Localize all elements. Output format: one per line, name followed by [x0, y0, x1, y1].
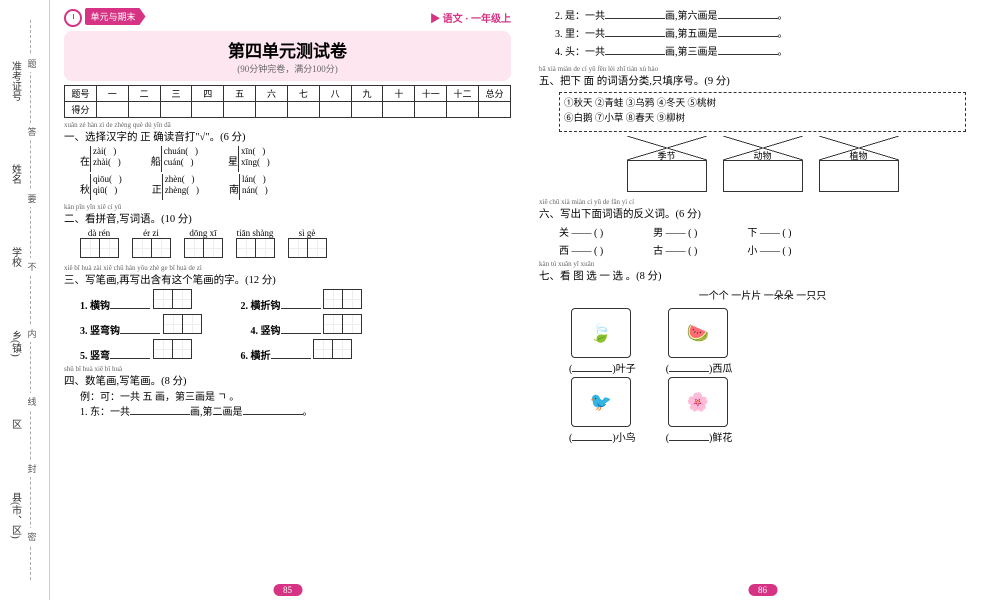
- dl-5: 线: [26, 393, 38, 410]
- score-table: 题号一二三四五六七八九十十一十二总分 得分: [64, 85, 511, 118]
- q7-img-3: 🌸: [668, 377, 728, 427]
- sb-1: 姓名: [8, 164, 23, 184]
- sb-5: 县(市、区): [8, 492, 23, 539]
- q4-example: 例：可：一共 五 画，第三画是 ㄱ 。: [80, 388, 511, 403]
- q2-ruby: kàn pīn yīn xiě cí yǔ: [64, 204, 511, 211]
- q7-img-1: 🍉: [668, 308, 728, 358]
- sb-4: 区: [8, 419, 23, 429]
- sb-2: 学校: [8, 247, 23, 267]
- q7-img-0: 🍃: [571, 308, 631, 358]
- page-num-right: 86: [748, 585, 777, 596]
- q2: kàn pīn yīn xiě cí yǔ 二、看拼音,写词语。(10 分) d…: [64, 204, 511, 261]
- page-right: 2. 是：一共画,第六画是。 3. 里：一共画,第五画是。 4. 头：一共画,第…: [525, 0, 1000, 600]
- dl-7: 密: [26, 528, 38, 545]
- q7-opts: 一个个 一片片 一朵朵 一只只: [539, 287, 986, 302]
- unit-tag: 单元与期末: [85, 8, 146, 25]
- q5: bǎ xià miàn de cí yǔ fēn lèi zhǐ tián xù…: [539, 66, 986, 195]
- q3-ruby: xiě bǐ huà zài xiě chū hán yǒu zhè ge bǐ…: [64, 265, 511, 272]
- sb-0: 准考证号: [8, 61, 23, 101]
- page-left: 单元与期末 语文 · 一年级上 第四单元测试卷 (90分钟完卷，满分100分) …: [50, 0, 525, 600]
- q3-title: 三、写笔画,再写出含有这个笔画的字。(12 分): [64, 272, 511, 287]
- q5-ruby: bǎ xià miàn de cí yǔ fēn lèi zhǐ tián xù…: [539, 66, 986, 73]
- q1: xuǎn zé hàn zì de zhèng què dú yīn dǎ 一、…: [64, 122, 511, 200]
- q4-title: 四、数笔画,写笔画。(8 分): [64, 373, 511, 388]
- q4: shǔ bǐ huà xiě bǐ huà 四、数笔画,写笔画。(8 分) 例：…: [64, 366, 511, 418]
- page-num-left: 85: [273, 585, 302, 596]
- q7: kàn tú xuǎn yī xuǎn 七、看 图 选 一 选 。(8 分) 一…: [539, 261, 986, 444]
- q7-title: 七、看 图 选 一 选 。(8 分): [539, 268, 986, 283]
- score-row-label: 得分: [65, 101, 97, 117]
- paper-subtitle: (90分钟完卷，满分100分): [70, 62, 505, 75]
- dl-3: 不: [26, 258, 38, 275]
- q2-title: 二、看拼音,写词语。(10 分): [64, 211, 511, 226]
- sb-3: 乡(镇): [8, 330, 23, 357]
- subject: 语文 · 一年级上: [430, 10, 511, 25]
- paper-title: 第四单元测试卷: [70, 37, 505, 62]
- q4-ruby: shǔ bǐ huà xiě bǐ huà: [64, 366, 511, 373]
- dl-2: 要: [26, 190, 38, 207]
- dl-0: 题: [26, 55, 38, 72]
- clock-icon: [64, 9, 82, 27]
- dl-4: 内: [26, 325, 38, 342]
- q7-img-2: 🐦: [571, 377, 631, 427]
- q5-wordbox: ①秋天 ②青蛙 ③乌鸦 ④冬天 ⑤桃树 ⑥白鹅 ⑦小草 ⑧春天 ⑨柳树: [559, 92, 966, 132]
- q6-ruby: xiě chū xià miàn cí yǔ de fǎn yì cí: [539, 199, 986, 206]
- q1-title: 一、选择汉字的 正 确读音打"√"。(6 分): [64, 129, 511, 144]
- title-box: 第四单元测试卷 (90分钟完卷，满分100分): [64, 31, 511, 81]
- dl-1: 答: [26, 123, 38, 140]
- q7-ruby: kàn tú xuǎn yī xuǎn: [539, 261, 986, 268]
- q3: xiě bǐ huà zài xiě chū hán yǒu zhè ge bǐ…: [64, 265, 511, 362]
- q6: xiě chū xià miàn cí yǔ de fǎn yì cí 六、写出…: [539, 199, 986, 257]
- q1-ruby: xuǎn zé hàn zì de zhèng què dú yīn dǎ: [64, 122, 511, 129]
- q5-title: 五、把下 面 的词语分类,只填序号。(9 分): [539, 73, 986, 88]
- binding-sidebar: 准考证号 姓名 学校 乡(镇) 区 县(市、区) 题 答 要 不 内 线 封 密: [0, 0, 50, 600]
- q6-title: 六、写出下面词语的反义词。(6 分): [539, 206, 986, 221]
- dl-6: 封: [26, 460, 38, 477]
